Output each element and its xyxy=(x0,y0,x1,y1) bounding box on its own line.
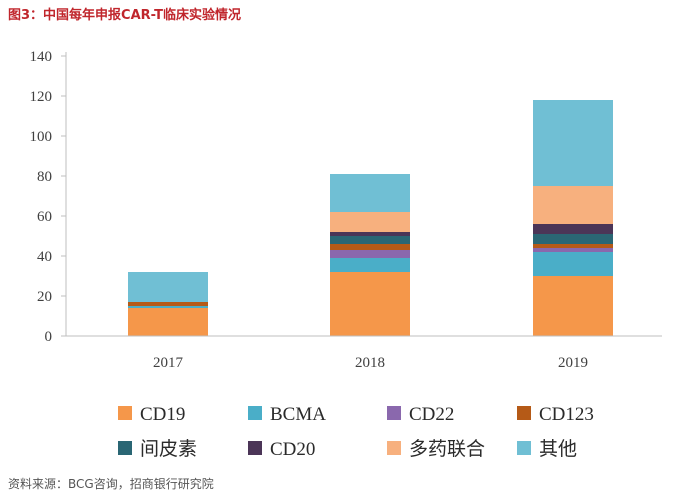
source-note: 资料来源：BCG咨询，招商银行研究院 xyxy=(8,477,214,491)
legend-item: CD123 xyxy=(517,404,594,425)
bar-segment-2019-CD19 xyxy=(533,276,613,336)
bar-segment-2019-间皮素 xyxy=(533,234,613,244)
legend-label: CD22 xyxy=(409,404,454,425)
legend-item: CD19 xyxy=(118,404,185,425)
legend-item: 间皮素 xyxy=(118,438,197,460)
x-tick-label: 2019 xyxy=(558,355,588,371)
bar-segment-2019-其他 xyxy=(533,100,613,186)
y-tick-label: 60 xyxy=(37,209,52,225)
legend-swatch xyxy=(387,406,401,420)
bar-segment-2019-CD22 xyxy=(533,248,613,252)
legend-swatch xyxy=(118,406,132,420)
legend-swatch xyxy=(517,441,531,455)
y-tick-label: 100 xyxy=(30,129,53,145)
legend-label: CD123 xyxy=(539,404,594,425)
legend-item: CD22 xyxy=(387,404,454,425)
bar-segment-2018-间皮素 xyxy=(330,236,410,244)
bar-segment-2019-BCMA xyxy=(533,252,613,276)
bar-segment-2019-CD123 xyxy=(533,244,613,248)
x-tick-label: 2018 xyxy=(355,355,385,371)
bar-segment-2018-BCMA xyxy=(330,258,410,272)
legend-swatch xyxy=(517,406,531,420)
legend-label: 多药联合 xyxy=(409,438,485,460)
bar-segment-2017-其他 xyxy=(128,272,208,302)
legend-item: 多药联合 xyxy=(387,438,485,460)
bar-segment-2017-CD19 xyxy=(128,308,208,336)
legend-item: 其他 xyxy=(517,438,577,460)
legend-label: 间皮素 xyxy=(140,438,197,460)
bar-segment-2018-CD20 xyxy=(330,232,410,236)
bar-segment-2018-多药联合 xyxy=(330,212,410,232)
bar-segment-2018-CD123 xyxy=(330,244,410,250)
bar-segment-2017-BCMA xyxy=(128,306,208,308)
bar-segment-2019-多药联合 xyxy=(533,186,613,224)
legend-label: 其他 xyxy=(539,438,577,460)
bar-segment-2018-CD22 xyxy=(330,250,410,258)
y-axis: 0 20 40 60 80 100 120 140 xyxy=(30,49,67,345)
y-tick-label: 120 xyxy=(30,89,53,105)
legend-item: CD20 xyxy=(248,439,315,460)
y-tick-label: 20 xyxy=(37,289,52,305)
legend-label: BCMA xyxy=(270,404,326,425)
bars xyxy=(128,100,613,336)
bar-segment-2017-CD123 xyxy=(128,302,208,306)
bar-segment-2018-其他 xyxy=(330,174,410,212)
legend-swatch xyxy=(248,441,262,455)
x-axis: 2017 2018 2019 xyxy=(66,335,662,371)
legend: CD19 BCMA CD22 CD123 间皮素 CD20 多药联合 其他 xyxy=(118,404,594,460)
legend-swatch xyxy=(118,441,132,455)
y-tick-label: 0 xyxy=(45,329,53,345)
legend-swatch xyxy=(387,441,401,455)
legend-label: CD20 xyxy=(270,439,315,460)
bar-segment-2018-CD19 xyxy=(330,272,410,336)
legend-label: CD19 xyxy=(140,404,185,425)
legend-item: BCMA xyxy=(248,404,326,425)
bar-segment-2019-CD20 xyxy=(533,224,613,234)
y-tick-label: 80 xyxy=(37,169,52,185)
y-tick-label: 140 xyxy=(30,49,53,65)
legend-swatch xyxy=(248,406,262,420)
y-tick-label: 40 xyxy=(37,249,52,265)
chart-title: 图3：中国每年申报CAR-T临床实验情况 xyxy=(8,8,242,23)
x-tick-label: 2017 xyxy=(153,355,184,371)
